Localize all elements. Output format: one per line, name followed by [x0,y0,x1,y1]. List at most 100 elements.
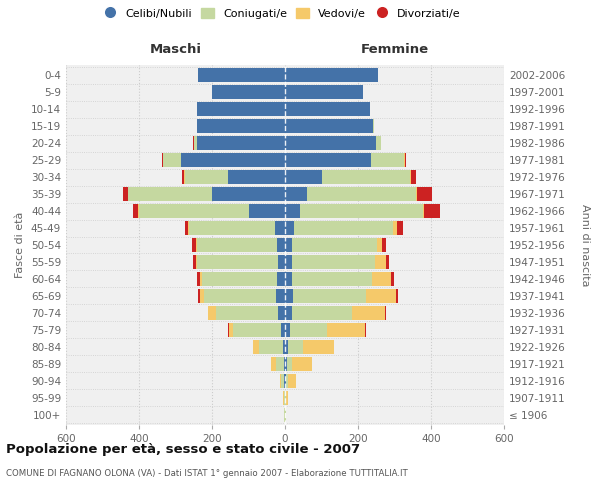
Bar [200,288,203,303]
Bar [292,255,375,269]
Bar [197,272,200,286]
Bar [197,119,285,134]
Bar [200,272,202,286]
Bar [198,68,285,82]
Bar [185,170,229,184]
Bar [285,187,307,202]
Bar [285,221,294,235]
Bar [196,238,197,252]
Bar [292,356,313,371]
Bar [371,153,404,168]
Bar [405,153,406,168]
Bar [286,374,288,388]
Bar [326,322,365,337]
Bar [386,255,389,269]
Bar [233,322,281,337]
Bar [275,221,285,235]
Bar [285,238,292,252]
Bar [182,170,184,184]
Bar [277,272,285,286]
Bar [197,136,285,150]
Bar [416,187,418,202]
Bar [181,153,285,168]
Bar [229,170,285,184]
Bar [212,85,285,100]
Bar [124,187,128,202]
Bar [189,221,275,235]
Bar [285,255,292,269]
Bar [196,255,197,269]
Bar [292,272,372,286]
Bar [288,374,296,388]
Bar [275,356,284,371]
Bar [285,306,292,320]
Bar [198,288,200,303]
Bar [194,136,197,150]
Bar [352,306,385,320]
Bar [372,272,391,286]
Bar [293,288,366,303]
Bar [424,204,440,218]
Bar [259,340,283,354]
Bar [163,153,181,168]
Bar [292,238,377,252]
Bar [410,170,411,184]
Bar [192,238,196,252]
Bar [276,288,285,303]
Bar [322,170,410,184]
Bar [397,221,403,235]
Bar [271,356,275,371]
Bar [285,153,371,168]
Bar [292,306,352,320]
Bar [285,68,378,82]
Bar [285,288,293,303]
Bar [377,238,382,252]
Bar [288,340,302,354]
Bar [418,187,432,202]
Bar [385,306,386,320]
Bar [284,374,285,388]
Bar [185,221,188,235]
Text: Femmine: Femmine [361,42,428,56]
Bar [285,272,292,286]
Bar [285,85,364,100]
Bar [285,136,376,150]
Bar [376,136,381,150]
Bar [396,288,398,303]
Bar [285,340,288,354]
Legend: Celibi/Nubili, Coniugati/e, Vedovi/e, Divorziati/e: Celibi/Nubili, Coniugati/e, Vedovi/e, Di… [103,8,461,19]
Bar [283,390,284,405]
Bar [253,340,259,354]
Bar [278,306,285,320]
Bar [229,322,233,337]
Bar [284,356,285,371]
Y-axis label: Fasce di età: Fasce di età [16,212,25,278]
Bar [228,322,229,337]
Bar [285,170,322,184]
Bar [188,221,189,235]
Bar [366,288,396,303]
Bar [280,374,281,388]
Bar [287,356,292,371]
Text: Popolazione per età, sesso e stato civile - 2007: Popolazione per età, sesso e stato civil… [6,442,360,456]
Bar [286,390,288,405]
Bar [375,255,386,269]
Bar [285,119,373,134]
Bar [208,306,217,320]
Bar [283,340,285,354]
Bar [422,204,424,218]
Bar [197,238,277,252]
Bar [285,374,286,388]
Bar [212,187,285,202]
Bar [404,153,405,168]
Bar [294,221,394,235]
Bar [290,322,326,337]
Bar [285,322,290,337]
Bar [248,204,285,218]
Bar [128,187,212,202]
Bar [307,187,416,202]
Bar [197,255,278,269]
Text: Maschi: Maschi [149,42,202,56]
Y-axis label: Anni di nascita: Anni di nascita [580,204,590,286]
Bar [411,170,416,184]
